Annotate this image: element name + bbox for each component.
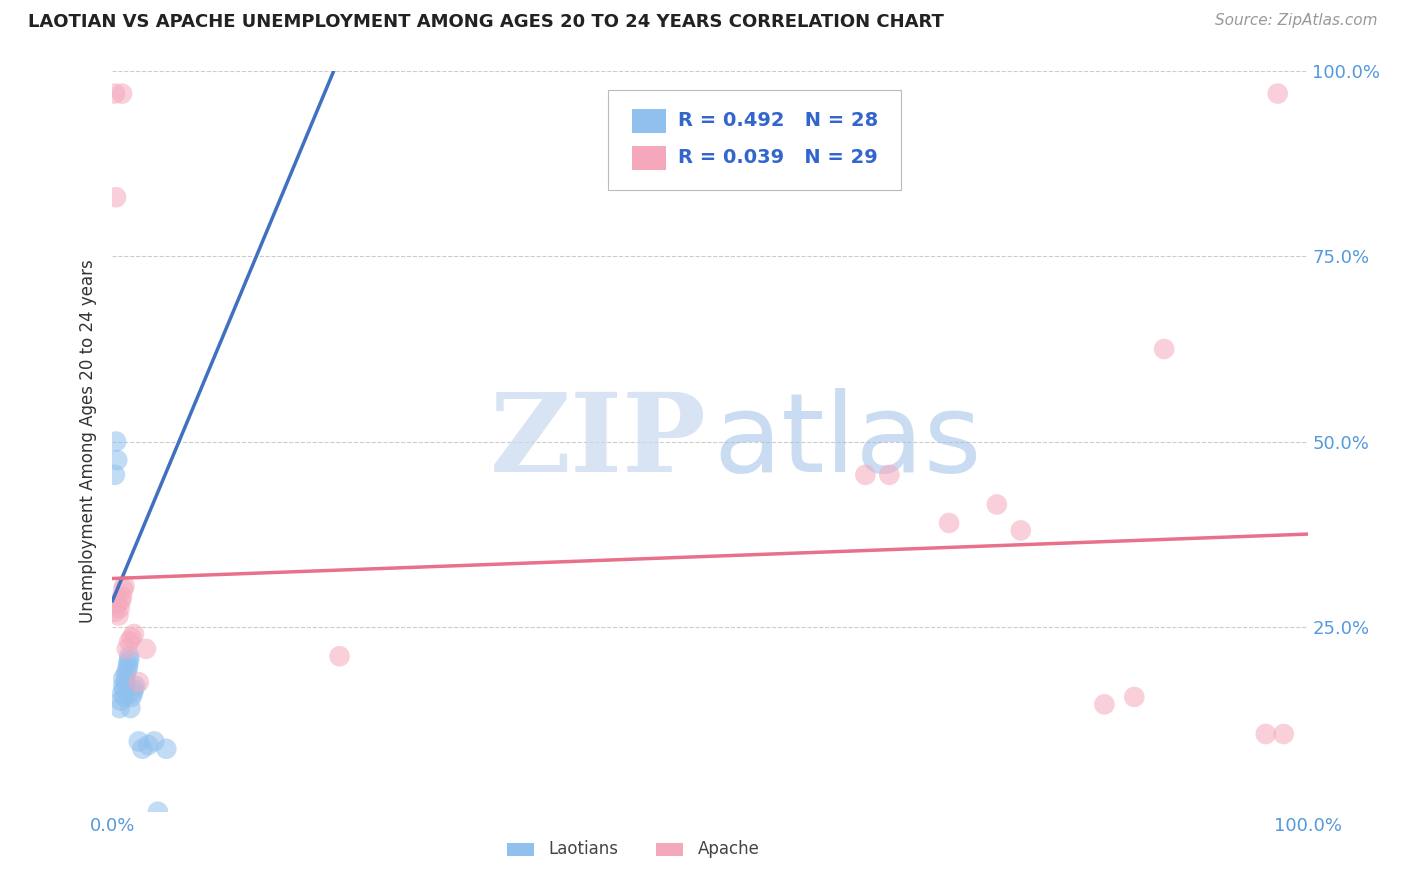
Text: LAOTIAN VS APACHE UNEMPLOYMENT AMONG AGES 20 TO 24 YEARS CORRELATION CHART: LAOTIAN VS APACHE UNEMPLOYMENT AMONG AGE… <box>28 13 943 31</box>
Point <box>105 598 128 612</box>
Point <box>108 701 131 715</box>
Point <box>104 605 127 619</box>
Point <box>107 608 129 623</box>
Point <box>128 734 150 748</box>
Text: R = 0.039   N = 29: R = 0.039 N = 29 <box>678 148 877 168</box>
Text: Laotians: Laotians <box>548 840 619 858</box>
Bar <box>633 109 666 133</box>
Point <box>138 738 160 752</box>
Point <box>112 582 135 597</box>
Point <box>110 694 132 708</box>
Bar <box>633 146 666 169</box>
Point <box>879 467 901 482</box>
Point <box>128 675 150 690</box>
Text: atlas: atlas <box>714 388 983 495</box>
Point <box>114 682 135 697</box>
Point <box>131 741 153 756</box>
Point <box>146 805 169 819</box>
Point <box>115 664 138 678</box>
Point <box>122 682 145 697</box>
Point <box>1267 87 1289 101</box>
Point <box>118 653 141 667</box>
Point <box>329 649 352 664</box>
Point <box>111 686 134 700</box>
FancyBboxPatch shape <box>609 90 901 190</box>
Point <box>117 660 139 674</box>
Point <box>105 190 128 204</box>
Point <box>1272 727 1295 741</box>
Point <box>112 672 135 686</box>
Point <box>938 516 960 530</box>
Point <box>986 498 1008 512</box>
Point <box>105 453 128 467</box>
Point <box>118 634 141 648</box>
Point <box>1094 698 1116 712</box>
Point <box>114 675 136 690</box>
Point <box>1254 727 1277 741</box>
Point <box>111 590 134 604</box>
Point <box>1123 690 1146 704</box>
Point <box>115 641 138 656</box>
Point <box>121 686 143 700</box>
Point <box>143 734 166 748</box>
Point <box>104 87 127 101</box>
Bar <box>508 843 534 856</box>
Point <box>110 593 132 607</box>
Point <box>155 741 177 756</box>
Point <box>105 434 128 449</box>
Point <box>112 679 135 693</box>
Point <box>121 631 143 645</box>
Point <box>114 667 136 681</box>
Point <box>855 467 877 482</box>
Point <box>114 579 135 593</box>
Text: ZIP: ZIP <box>489 388 706 495</box>
Point <box>120 701 142 715</box>
Y-axis label: Unemployment Among Ages 20 to 24 years: Unemployment Among Ages 20 to 24 years <box>79 260 97 624</box>
Text: Source: ZipAtlas.com: Source: ZipAtlas.com <box>1215 13 1378 29</box>
Point <box>117 657 139 671</box>
Point <box>1010 524 1032 538</box>
Text: Apache: Apache <box>699 840 761 858</box>
Point <box>121 690 143 704</box>
Point <box>111 87 134 101</box>
Point <box>114 690 135 704</box>
Bar <box>657 843 683 856</box>
Text: R = 0.492   N = 28: R = 0.492 N = 28 <box>678 112 877 130</box>
Point <box>118 649 141 664</box>
Point <box>108 601 131 615</box>
Point <box>124 679 146 693</box>
Point <box>1153 342 1175 356</box>
Point <box>104 467 127 482</box>
Point <box>122 627 145 641</box>
Point <box>135 641 157 656</box>
